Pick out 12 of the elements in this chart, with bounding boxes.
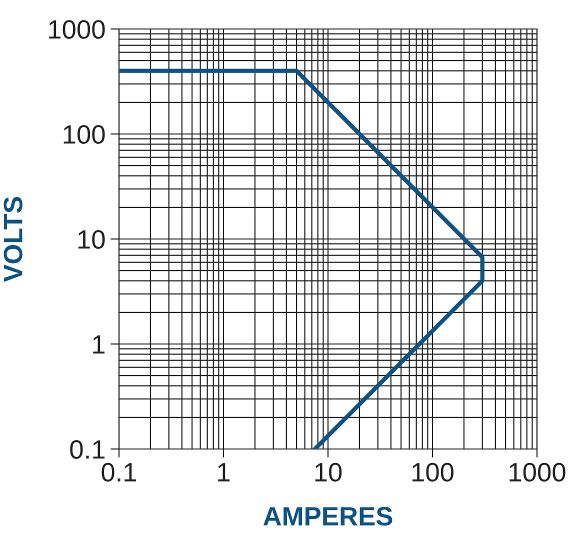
y-tick-label: 100 — [64, 125, 105, 144]
x-tick-label: 100 — [412, 462, 454, 482]
x-axis-title: AMPERES — [263, 506, 392, 526]
y-tick-label: 10 — [78, 230, 105, 249]
y-tick-label: 0.1 — [70, 440, 105, 459]
x-tick-label: 1000 — [510, 462, 566, 482]
y-axis-title: VOLTS — [4, 197, 22, 282]
x-tick-label: 1 — [218, 463, 230, 482]
y-tick-label: 1 — [93, 335, 105, 354]
y-tick-label: 1000 — [49, 20, 105, 39]
x-tick-label: 10 — [315, 462, 342, 482]
x-tick-label: 0.1 — [102, 462, 136, 482]
